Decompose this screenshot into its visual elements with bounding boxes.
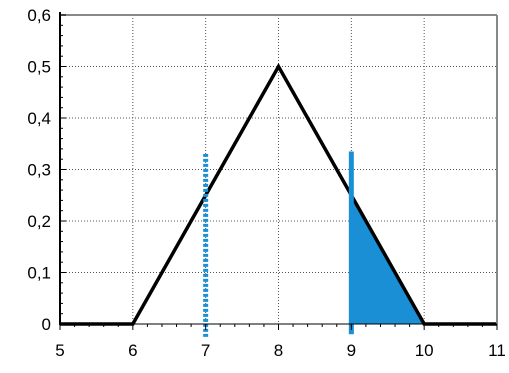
y-tick-label: 0,1	[27, 264, 51, 283]
x-tick-label: 9	[347, 341, 356, 360]
y-tick-label: 0,3	[27, 161, 51, 180]
grid	[60, 15, 497, 324]
y-tick-label: 0,4	[27, 109, 51, 128]
y-tick-label: 0	[42, 315, 51, 334]
y-tick-label: 0,2	[27, 212, 51, 231]
x-tick-label: 6	[128, 341, 137, 360]
plot-frame	[59, 12, 498, 330]
x-tick-label: 8	[274, 341, 283, 360]
y-tick-label: 0,6	[27, 6, 51, 25]
tick-labels: 0 0,1 0,2 0,3 0,4 0,5 0,6 5 6 7 8 9 10 11	[27, 6, 505, 360]
x-tick-label: 5	[55, 341, 64, 360]
y-tick-label: 0,5	[27, 58, 51, 77]
x-tick-label: 11	[488, 341, 506, 360]
x-tick-label: 7	[201, 341, 210, 360]
x-tick-label: 10	[415, 341, 434, 360]
